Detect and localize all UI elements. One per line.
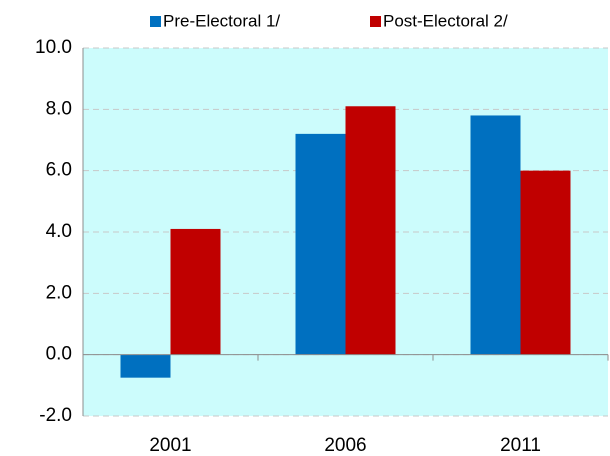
legend-label: Post-Electoral 2/ [383,11,508,30]
bar [470,115,521,355]
y-tick-label: 4.0 [46,221,72,242]
bar [295,133,346,355]
x-tick-label: 2011 [500,435,541,456]
x-tick-label: 2006 [324,435,366,456]
x-tick-label: 2001 [149,435,191,456]
y-tick-label: 10.0 [35,37,72,58]
legend: Pre-Electoral 1/Post-Electoral 2/ [150,11,508,30]
y-tick-label: -2.0 [39,405,72,426]
bar [120,354,171,378]
y-tick-label: 2.0 [46,282,72,303]
bar [170,228,221,355]
legend-label: Pre-Electoral 1/ [163,11,280,30]
y-tick-label: 0.0 [46,344,72,365]
legend-swatch [150,16,161,27]
y-tick-label: 8.0 [46,98,72,119]
y-tick-label: 6.0 [46,160,72,181]
bar [520,170,571,355]
legend-swatch [370,16,381,27]
bar [345,106,396,355]
